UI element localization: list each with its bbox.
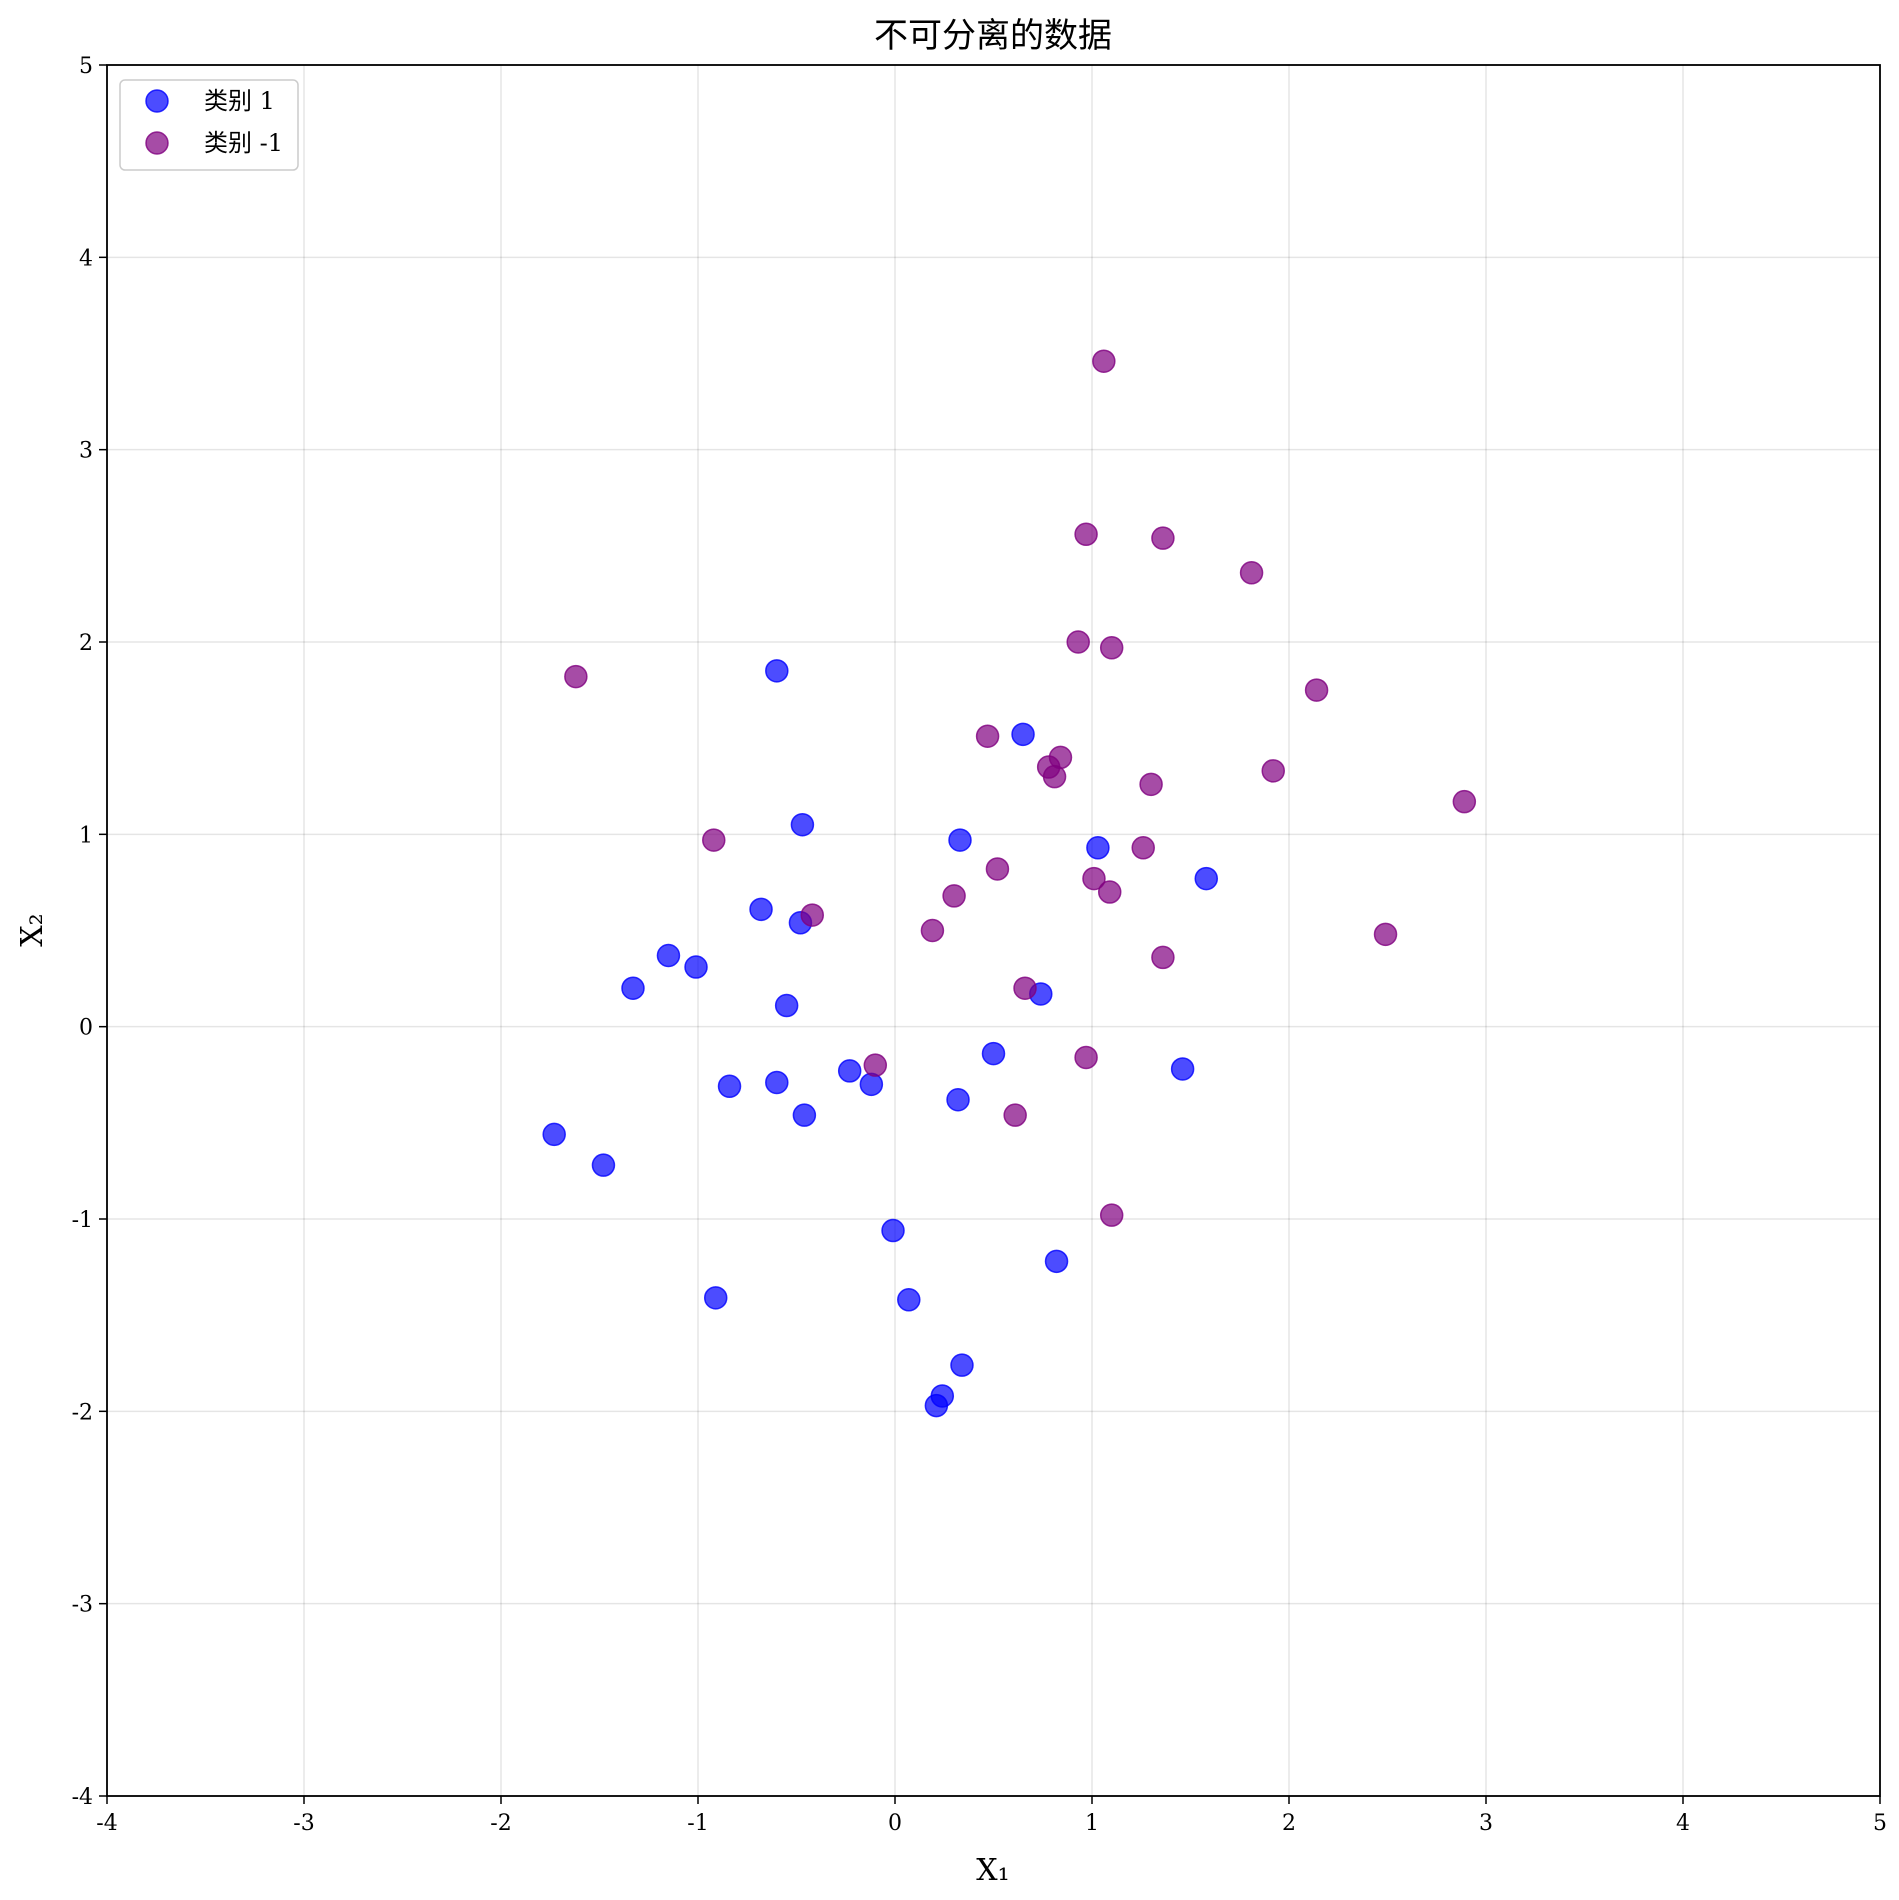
point-series-1 [749, 897, 773, 922]
point-series-2 [1097, 880, 1122, 904]
plot-frame [106, 64, 1881, 1797]
y-tick-label: -4 [72, 1785, 93, 1810]
point-series-1 [950, 1353, 974, 1377]
point-series-2 [1131, 836, 1155, 860]
point-series-1 [1011, 722, 1035, 747]
x-tick-label: -4 [96, 1811, 117, 1836]
point-series-2 [1151, 945, 1175, 970]
point-series-1 [621, 976, 645, 1000]
point-series-2 [1304, 678, 1329, 702]
x-tick-label: 4 [1676, 1811, 1690, 1836]
point-series-2 [1092, 349, 1116, 373]
point-series-1 [897, 1288, 921, 1312]
point-series-2 [1082, 866, 1106, 891]
point-series-2 [1151, 526, 1175, 550]
legend-label-series-1: 类别 1 [204, 87, 275, 115]
legend-marker-series-2 [145, 131, 169, 155]
point-series-2 [1074, 522, 1098, 547]
x-tick-label: 0 [888, 1811, 902, 1836]
y-tick-label: -1 [72, 1208, 93, 1233]
point-series-1 [946, 1088, 970, 1112]
point-series-2 [1074, 1045, 1098, 1070]
x-tick-label: 5 [1873, 1811, 1887, 1836]
point-series-1 [656, 943, 681, 968]
ticks: -4 -3 -2 -1 0 1 2 3 4 5 -4 -3 -2 -1 0 1 2 3 4 5 [72, 54, 1887, 1836]
point-series-1 [774, 993, 799, 1018]
point-series-2 [920, 918, 945, 943]
point-series-2 [800, 903, 825, 927]
x-tick-label: -3 [293, 1811, 314, 1836]
point-series-1 [881, 1218, 905, 1243]
point-series-2 [1139, 772, 1163, 797]
y-tick-label: 3 [79, 439, 93, 464]
y-tick-label: -3 [72, 1593, 93, 1618]
point-series-1 [1194, 866, 1219, 891]
y-tick-label: 0 [79, 1016, 93, 1041]
y-axis-label: X₂ [15, 913, 50, 946]
point-series-1 [765, 659, 789, 683]
point-series-2 [1003, 1103, 1027, 1127]
point-series-1 [981, 1041, 1006, 1066]
point-series-1 [684, 955, 708, 979]
point-series-2 [1239, 561, 1264, 585]
point-series-1 [1044, 1249, 1069, 1274]
data-points [542, 349, 1477, 1418]
point-series-1 [837, 1059, 862, 1083]
point-series-2 [1373, 922, 1398, 947]
point-series-1 [591, 1153, 616, 1177]
legend-label-series-2: 类别 -1 [204, 129, 283, 157]
x-tick-label: 2 [1282, 1811, 1296, 1836]
point-series-2 [1013, 976, 1037, 1000]
x-tick-label: 1 [1085, 1811, 1099, 1836]
point-series-2 [1099, 1203, 1124, 1227]
y-tick-label: 1 [79, 823, 93, 848]
point-series-2 [863, 1053, 888, 1077]
legend-marker-series-1 [145, 89, 169, 113]
point-series-1 [792, 1103, 817, 1127]
point-series-2 [1261, 759, 1285, 783]
point-series-2 [702, 828, 726, 852]
y-tick-label: 2 [79, 631, 93, 656]
y-tick-label: 4 [79, 246, 93, 271]
x-axis-label: X₁ [976, 1853, 1009, 1888]
x-tick-label: -2 [490, 1811, 511, 1836]
point-series-2 [564, 664, 588, 689]
point-series-1 [703, 1286, 728, 1310]
point-series-1 [790, 812, 815, 837]
point-series-1 [1170, 1057, 1195, 1081]
point-series-2 [975, 724, 1000, 748]
point-series-1 [1086, 836, 1110, 860]
point-series-1 [765, 1070, 789, 1095]
x-tick-label: -1 [687, 1811, 708, 1836]
point-series-2 [942, 884, 966, 908]
point-series-1 [717, 1074, 742, 1099]
point-series-2 [1042, 764, 1067, 789]
point-series-1 [542, 1122, 566, 1147]
point-series-2 [1099, 636, 1124, 660]
y-tick-label: -2 [72, 1400, 93, 1425]
point-series-1 [859, 1072, 884, 1097]
chart-title: 不可分离的数据 [874, 16, 1112, 56]
x-tick-label: 3 [1479, 1811, 1493, 1836]
point-series-2 [1452, 789, 1477, 814]
y-tick-label: 5 [79, 54, 93, 79]
point-series-2 [985, 857, 1010, 881]
point-series-1 [924, 1393, 949, 1418]
legend: 类别 1 类别 -1 [119, 79, 299, 171]
point-series-2 [1066, 630, 1090, 654]
point-series-1 [948, 828, 972, 852]
